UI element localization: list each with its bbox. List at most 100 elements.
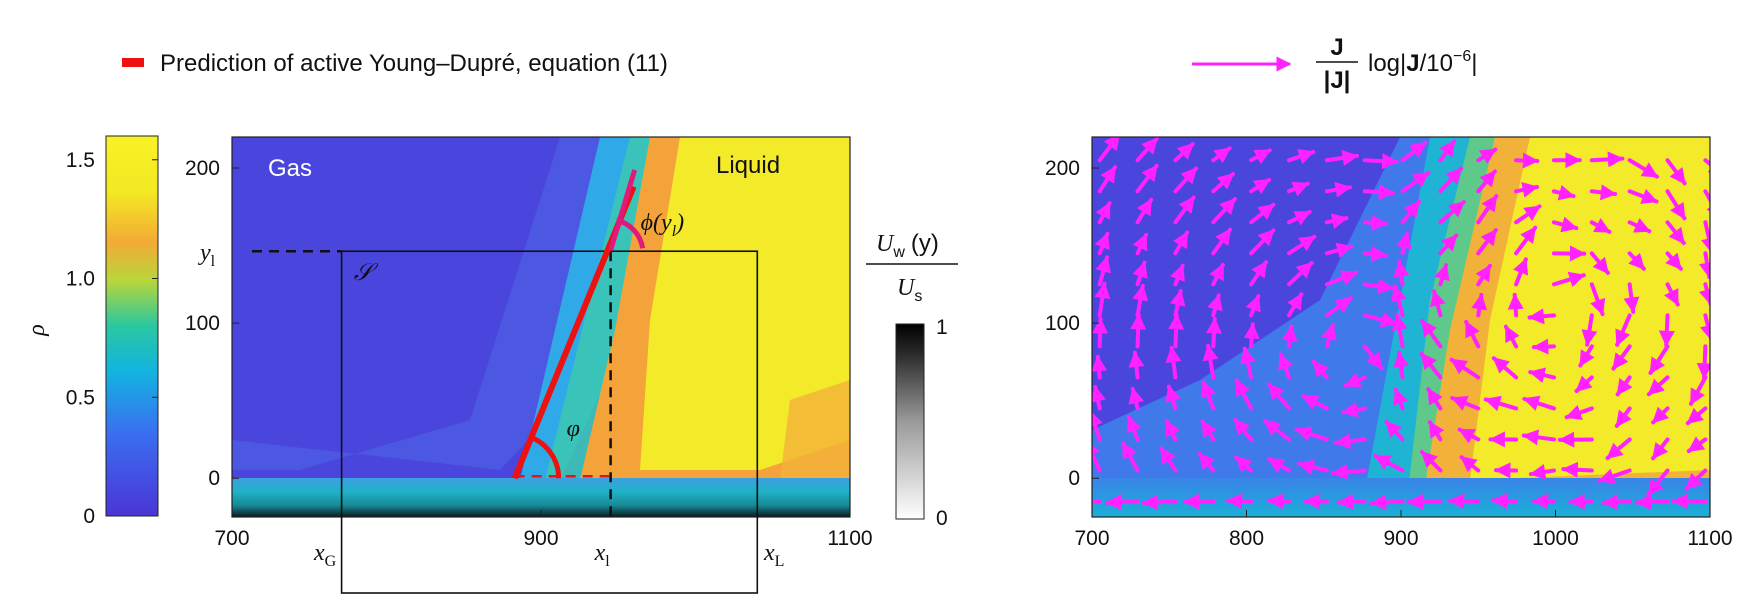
flux-arrow (1362, 344, 1384, 371)
right-ytick-label: 0 (1068, 467, 1080, 490)
flux-arrow (1331, 464, 1367, 480)
flux-arrow (1243, 322, 1260, 349)
domain-box-S (340, 250, 759, 594)
flux-arrow (1696, 344, 1710, 380)
left-liquid-corner (780, 380, 850, 480)
flux-arrow (1164, 419, 1181, 442)
flux-arrow (1514, 204, 1542, 225)
flux-arrow (1266, 457, 1291, 474)
left-xtick-label: 700 (214, 527, 249, 550)
flux-arrow (1132, 260, 1148, 287)
legend-left-swatch (122, 58, 144, 67)
flux-arrow (1141, 494, 1178, 511)
flux-arrow (1434, 263, 1450, 287)
colorbar-label: ρ (24, 324, 50, 337)
flux-arrow (1097, 165, 1118, 194)
flux-arrow (1362, 214, 1389, 231)
right-axis-ticks: 700 800 900 1000 1100 0 100 200 (1045, 157, 1733, 550)
x-l-label: xl (594, 540, 611, 570)
flux-arrow (1324, 242, 1354, 259)
y-l-label: yl (198, 240, 216, 270)
flux-arrow (1522, 395, 1556, 411)
flux-arrow (1095, 255, 1111, 287)
flux-arrow (1651, 437, 1670, 461)
legend-left-text: Prediction of active Young–Dupré, equati… (160, 50, 668, 77)
flux-arrow (1483, 395, 1519, 412)
flux-arrow (1491, 356, 1519, 380)
flux-arrow (1286, 234, 1317, 256)
left-axis-ticks: 700 900 1100 0 100 200 (185, 157, 873, 550)
flux-arrow (1685, 406, 1708, 426)
flux-arrow (1249, 148, 1272, 165)
flux-arrow (1601, 494, 1632, 511)
flux-arrow (1531, 493, 1556, 510)
flux-arrow (1627, 251, 1646, 271)
legend-right: J |J| log|J/10−6| (1192, 34, 1477, 94)
left-ytick-label: 100 (185, 312, 220, 335)
flux-arrow (1449, 357, 1481, 380)
flux-arrow (1459, 455, 1481, 473)
flux-arrow (1362, 278, 1395, 295)
flux-arrow (1286, 292, 1304, 318)
right-xtick-label: 900 (1383, 527, 1418, 550)
flux-arrow (1281, 324, 1298, 349)
left-heatmap (232, 137, 850, 517)
flux-arrow (1249, 177, 1272, 195)
flux-arrow (1578, 344, 1595, 368)
flux-arrow (1564, 404, 1594, 421)
flux-arrow (1128, 386, 1144, 411)
x-G-label: xG (313, 540, 337, 570)
flux-arrow (1211, 172, 1235, 194)
right-xtick-label: 800 (1229, 527, 1264, 550)
flux-arrow (1092, 440, 1102, 473)
flux-arrow (1513, 257, 1529, 287)
wall-colorbar-gradient (895, 323, 925, 520)
flux-arrow (1476, 194, 1499, 225)
flux-arrow (1699, 251, 1710, 280)
flux-arrow (1266, 493, 1291, 510)
flux-arrow (1457, 427, 1481, 444)
left-liquid-yellow (640, 137, 850, 470)
colorbar-tick-label: 1.5 (66, 149, 95, 172)
flux-arrow (1438, 233, 1459, 256)
flux-arrow (1321, 322, 1337, 349)
flux-arrow (1615, 313, 1632, 347)
flux-arrow (1240, 346, 1256, 380)
flux-arrow (1438, 166, 1464, 194)
flux-arrow (1419, 449, 1443, 473)
flux-arrow (1476, 147, 1498, 164)
flux-arrow (1324, 270, 1359, 287)
flux-arrow (1420, 318, 1443, 349)
flux-arrow (1207, 293, 1223, 318)
flux-arrow (1391, 313, 1408, 349)
flux-arrow (1627, 217, 1652, 234)
flux-arrow (1476, 169, 1497, 194)
flux-arrow (1249, 228, 1276, 256)
flux-arrow (1597, 468, 1632, 484)
flux-arrow (1514, 225, 1538, 256)
flux-arrow (1165, 384, 1181, 411)
right-heatmap (1092, 137, 1710, 517)
flux-arrow (1528, 463, 1556, 480)
flux-arrow (1311, 359, 1330, 380)
flux-arrow (1390, 284, 1407, 318)
flux-arrow (1703, 189, 1710, 220)
colorbar-gradient (105, 135, 159, 517)
flux-arrow (1286, 149, 1316, 165)
flux-arrow (1688, 375, 1708, 406)
flux-arrow (1094, 281, 1111, 318)
flux-arrow (1206, 317, 1222, 349)
flux-arrow (1476, 228, 1498, 256)
flux-arrow (1634, 494, 1670, 511)
flux-arrow (1447, 493, 1481, 510)
wall-label-num: Uw (y) (876, 230, 939, 261)
flux-arrow (1267, 382, 1291, 411)
flux-arrow (1648, 344, 1670, 375)
flux-arrow (1234, 378, 1254, 411)
phi-label: ϕ(yl) (641, 210, 685, 240)
flux-arrow (1393, 350, 1409, 380)
flux-arrow (1574, 375, 1594, 394)
flux-arrow (1589, 251, 1610, 275)
flux-arrow (1249, 260, 1269, 287)
